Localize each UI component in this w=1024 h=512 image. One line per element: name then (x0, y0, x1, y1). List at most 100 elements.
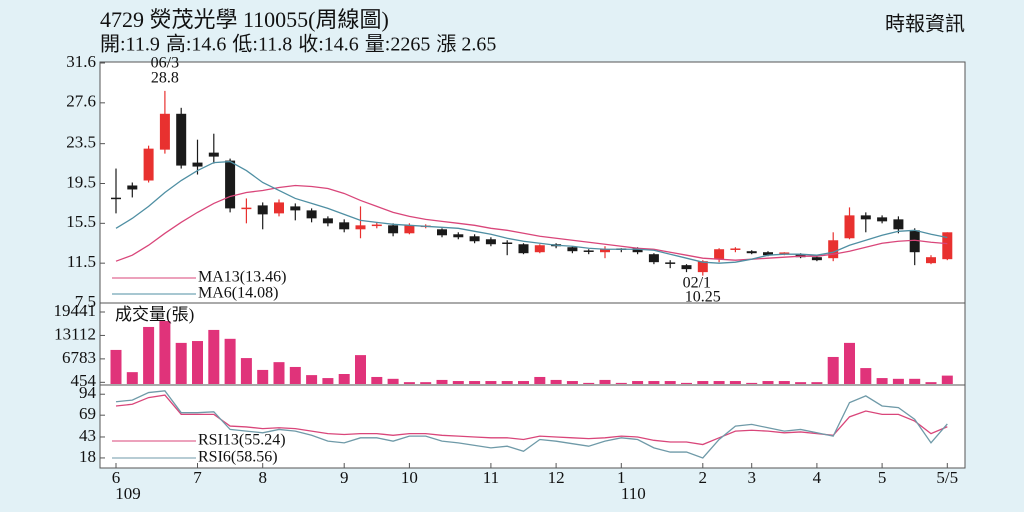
candle-body (746, 251, 757, 254)
volume-bar (729, 381, 741, 384)
volume-bar (615, 382, 627, 384)
candle-body (290, 206, 301, 211)
candle-body (274, 202, 284, 214)
volume-bar (941, 375, 953, 384)
volume-bar (289, 366, 301, 384)
year-label: 109 (115, 484, 141, 503)
candle-body (926, 257, 936, 264)
y-tick-label: 43 (79, 426, 96, 445)
legend-label: RSI6(58.56) (198, 449, 278, 466)
x-tick-label: 5 (878, 468, 887, 487)
volume-bar (746, 382, 758, 384)
candle-body (697, 261, 708, 273)
candle-body (485, 239, 496, 245)
volume-bar (648, 381, 660, 384)
volume-bar (387, 378, 399, 384)
volume-bar (208, 329, 220, 384)
candle-body (453, 234, 464, 238)
volume-bar (778, 381, 790, 384)
volume-bar (355, 355, 366, 384)
x-tick-label: 5/5 (936, 468, 958, 487)
x-tick-label: 10 (401, 468, 418, 487)
candle-body (437, 229, 447, 236)
volume-bar (844, 342, 855, 384)
candle-body (208, 152, 219, 157)
annotation-date: 06/3 (151, 55, 179, 72)
volume-bar (599, 379, 611, 384)
volume-bar (192, 341, 203, 384)
volume-bar (566, 381, 578, 384)
chart-title: 4729 熒茂光學 110055(周線圖) (100, 7, 389, 32)
volume-bar (224, 338, 236, 384)
candle-body (648, 254, 659, 263)
x-tick-label: 3 (747, 468, 756, 487)
candle-body (583, 250, 594, 252)
y-tick-label: 31.6 (66, 52, 96, 71)
volume-bar (110, 349, 122, 384)
x-tick-label: 8 (258, 468, 267, 487)
y-tick-label: 13112 (54, 324, 96, 343)
candle-body (404, 225, 415, 234)
candle-body (877, 217, 888, 222)
candle-body (159, 113, 170, 150)
candle-body (306, 210, 317, 219)
line (115, 184, 948, 262)
candle-body (893, 219, 904, 230)
volume-bar (713, 381, 725, 384)
y-tick-label: 19.5 (66, 172, 96, 191)
x-tick-label: 9 (340, 468, 349, 487)
y-tick-label: 18 (79, 447, 96, 466)
candle-body (844, 215, 855, 239)
x-tick-label: 7 (193, 468, 202, 487)
candle-body (111, 197, 121, 200)
candle-body (567, 247, 578, 252)
y-tick-label: 69 (79, 404, 96, 423)
volume-bar (892, 378, 904, 384)
volume-bar (322, 378, 334, 384)
legend-label: RSI13(55.24) (198, 432, 286, 449)
volume-bar (534, 376, 546, 384)
candle-body (339, 222, 350, 230)
candle-body (942, 232, 953, 260)
candle-body (730, 248, 741, 250)
volume-bar (762, 381, 774, 384)
candle-body (714, 249, 725, 260)
x-tick-label: 11 (483, 468, 499, 487)
volume-bar (452, 381, 464, 384)
volume-bar (860, 368, 872, 384)
volume-bar (664, 381, 676, 384)
volume-bar (175, 342, 187, 384)
volume-bar (518, 381, 529, 384)
info-item: 收:14.6 (298, 33, 359, 56)
volume-bar (143, 326, 155, 384)
candle-body (632, 248, 643, 253)
candle-body (241, 207, 252, 210)
candle-body (600, 249, 610, 253)
volume-bar (909, 378, 921, 384)
volume-bar (550, 379, 562, 384)
volume-bar (827, 356, 839, 384)
annotation-value: 10.25 (685, 288, 721, 305)
info-item: 漲 2.65 (436, 33, 496, 56)
candle-body (860, 215, 871, 220)
legend-label: MA13(13.46) (198, 269, 286, 286)
candle-body (811, 257, 822, 261)
volume-bar (257, 369, 269, 384)
candle-body (665, 262, 676, 264)
volume-bar (876, 378, 888, 384)
candle-body (192, 162, 203, 167)
candle-body (176, 113, 187, 166)
candle-body (371, 224, 382, 227)
volume-bar (485, 381, 497, 384)
y-tick-label: 94 (79, 383, 97, 402)
y-tick-label: 454 (71, 371, 97, 390)
annotation-value: 28.8 (151, 70, 179, 87)
x-tick-label: 6 (112, 468, 121, 487)
candle-body (763, 252, 773, 256)
candle-body (681, 265, 692, 270)
line (115, 160, 948, 264)
volume-bar (583, 382, 595, 384)
plot-area (99, 61, 966, 469)
